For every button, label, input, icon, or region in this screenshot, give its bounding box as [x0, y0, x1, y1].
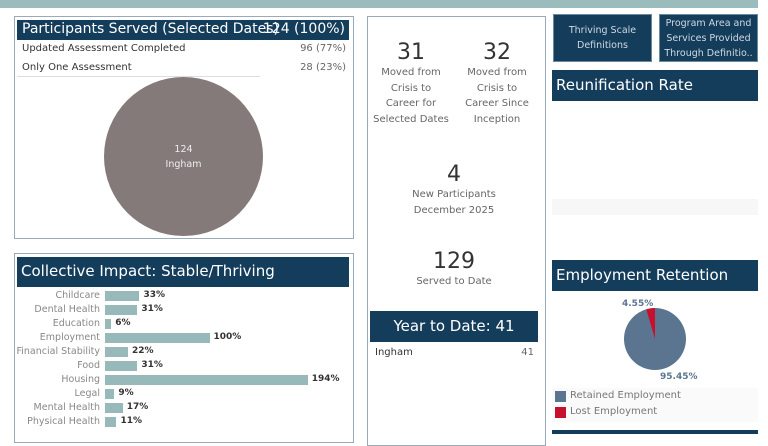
bar-education[interactable]	[105, 319, 112, 329]
legend-lost[interactable]: Lost Employment	[570, 406, 658, 417]
bar-physical-health[interactable]	[105, 417, 117, 427]
bar-label: Education	[52, 318, 100, 329]
bar-value-label: 22%	[131, 346, 154, 356]
impact-header: Collective Impact: Stable/Thriving	[17, 257, 349, 287]
employment-legend: Retained Employment Lost Employment	[552, 388, 758, 422]
kpi-selected: 31 Moved from Crisis to Career for Selec…	[372, 40, 450, 127]
participants-panel	[14, 16, 354, 239]
row-updated-value: 96 (77%)	[300, 43, 346, 54]
bar-value-label: 17%	[126, 402, 149, 412]
ytd-row-label: Ingham	[375, 347, 413, 358]
reunification-strip	[552, 199, 758, 215]
next-section-header	[552, 430, 758, 434]
kpi-label: Career Since	[465, 98, 529, 109]
kpi-label: Selected Dates	[373, 113, 449, 125]
lost-pct-label: 4.55%	[622, 299, 653, 309]
employment-header: Employment Retention	[552, 260, 758, 291]
bar-value-label: 11%	[120, 416, 143, 426]
kpi-label: Moved from	[381, 67, 441, 78]
kpi-new-value: 4	[447, 162, 461, 187]
row-one-value: 28 (23%)	[300, 62, 346, 73]
reunification-header: Reunification Rate	[552, 70, 758, 101]
bar-label: Legal	[74, 388, 100, 399]
bar-label: Physical Health	[27, 416, 100, 427]
kpi-served: 129 Served to Date	[370, 249, 538, 290]
bar-value-label: 9%	[118, 388, 134, 398]
kpi-label: December 2025	[413, 204, 495, 216]
bar-dental-health[interactable]	[105, 305, 138, 315]
pie-value: 124	[174, 143, 193, 155]
legend-swatch-retained	[555, 391, 566, 402]
bar-label: Housing	[61, 374, 100, 385]
kpi-new: 4 New Participants December 2025	[370, 162, 538, 218]
bar-value-label: 31%	[141, 360, 163, 370]
bar-legal[interactable]	[105, 389, 115, 399]
pie-label: Ingham	[165, 158, 202, 170]
kpi-label: Crisis to	[476, 82, 518, 94]
bar-value-label: 194%	[311, 374, 340, 384]
participants-total: 124 (100%)	[262, 21, 345, 37]
bar-label: Mental Health	[33, 402, 100, 413]
row-one-label: Only One Assessment	[22, 62, 132, 73]
bar-label: Employment	[39, 332, 100, 343]
divider	[17, 76, 260, 77]
kpi-label: Crisis to	[390, 82, 432, 94]
top-banner	[0, 0, 758, 8]
bar-label: Childcare	[55, 290, 100, 301]
participants-header: Participants Served (Selected Dates) 124…	[17, 20, 349, 40]
bar-employment[interactable]	[105, 333, 210, 343]
bar-value-label: 31%	[141, 304, 163, 314]
kpi-inception-value: 32	[483, 40, 511, 65]
kpi-inception: 32 Moved from Crisis to Career Since Inc…	[458, 40, 536, 127]
bar-label: Dental Health	[34, 304, 100, 315]
kpi-label: Moved from	[467, 67, 527, 78]
ytd-header: Year to Date: 41	[370, 311, 538, 342]
bar-label: Financial Stability	[16, 346, 101, 357]
kpi-label: New Participants	[412, 189, 496, 200]
bar-food[interactable]	[105, 361, 138, 371]
retained-pct-label: 95.45%	[660, 372, 698, 382]
employment-pie: 4.55% 95.45%	[622, 299, 698, 382]
legend-retained[interactable]: Retained Employment	[570, 390, 681, 401]
row-updated-label: Updated Assessment Completed	[22, 43, 186, 54]
thriving-scale-button[interactable]: Thriving Scale Definitions	[553, 14, 652, 62]
participants-pie[interactable]: 124 Ingham	[104, 77, 263, 236]
bar-childcare[interactable]	[105, 291, 140, 301]
kpi-label: Served to Date	[416, 276, 492, 287]
kpi-label: Career for	[385, 98, 437, 109]
bar-value-label: 33%	[143, 290, 166, 300]
kpi-served-value: 129	[433, 249, 475, 274]
kpi-selected-value: 31	[397, 40, 425, 65]
bar-housing[interactable]	[105, 375, 308, 385]
pie-slice-lost[interactable]	[646, 308, 655, 339]
bar-value-label: 6%	[115, 318, 131, 328]
bar-financial-stability[interactable]	[105, 347, 128, 357]
kpi-label: Inception	[473, 113, 521, 125]
program-area-button[interactable]: Program Area and Services Provided Throu…	[659, 14, 758, 62]
bar-mental-health[interactable]	[105, 403, 123, 413]
participants-title: Participants Served (Selected Dates)	[22, 21, 279, 37]
ytd-row-value: 41	[521, 347, 534, 358]
legend-swatch-lost	[555, 407, 566, 418]
bar-value-label: 100%	[213, 332, 242, 342]
bar-label: Food	[77, 360, 100, 371]
